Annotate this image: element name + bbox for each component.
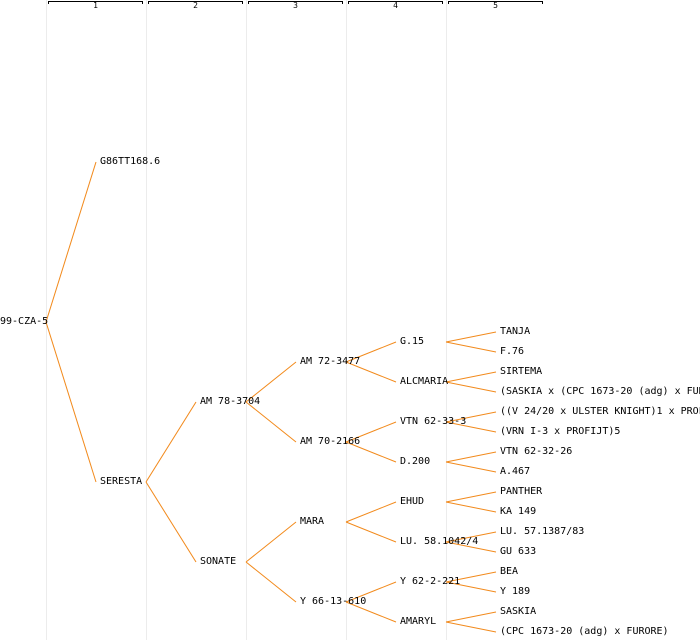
- gen4-node[interactable]: D.200: [400, 456, 431, 467]
- gen5-node[interactable]: (SASKIA x (CPC 1673-20 (adg) x FUROR: [500, 386, 700, 397]
- gen5-node[interactable]: F.76: [500, 346, 525, 357]
- edge: [45, 161, 97, 323]
- gen5-node[interactable]: GU 633: [500, 546, 537, 557]
- gen1-dam[interactable]: SERESTA: [100, 476, 143, 487]
- column-number: 5: [493, 1, 498, 10]
- column-divider: [246, 0, 247, 640]
- edge: [445, 501, 497, 513]
- edge: [145, 401, 197, 483]
- edge: [345, 581, 397, 603]
- gen4-node[interactable]: EHUD: [400, 496, 425, 507]
- column-number: 2: [193, 1, 198, 10]
- gen4-node[interactable]: ALCMARIA: [400, 376, 449, 387]
- edge: [445, 541, 497, 553]
- gen3-node[interactable]: AM 72-3477: [300, 356, 361, 367]
- edge: [445, 421, 497, 433]
- column-number: 1: [93, 1, 98, 10]
- edge: [345, 501, 397, 523]
- gen5-node[interactable]: KA 149: [500, 506, 537, 517]
- gen3-node[interactable]: MARA: [300, 516, 325, 527]
- edge: [445, 621, 497, 633]
- column-number: 3: [293, 1, 298, 10]
- edge: [445, 451, 497, 463]
- edge: [345, 441, 397, 463]
- edge: [145, 481, 197, 563]
- edge: [345, 421, 397, 443]
- edge: [445, 571, 497, 583]
- gen4-node[interactable]: LU. 58.1042/4: [400, 536, 479, 547]
- edge: [445, 531, 497, 543]
- gen5-node[interactable]: ((V 24/20 x ULSTER KNIGHT)1 x PROF: [500, 406, 700, 417]
- gen5-node[interactable]: (VRN I-3 x PROFIJT)5: [500, 426, 621, 437]
- gen4-node[interactable]: G.15: [400, 336, 425, 347]
- edge: [445, 341, 497, 353]
- column-header-4: 4: [348, 0, 443, 10]
- gen5-node[interactable]: A.467: [500, 466, 531, 477]
- gen5-node[interactable]: Y 189: [500, 586, 531, 597]
- column-divider: [446, 0, 447, 640]
- edge: [445, 381, 497, 393]
- edge: [45, 321, 97, 483]
- column-header-5: 5: [448, 0, 543, 10]
- gen5-node[interactable]: SASKIA: [500, 606, 537, 617]
- edge: [445, 411, 497, 423]
- gen3-node[interactable]: Y 66-13-610: [300, 596, 367, 607]
- gen3-node[interactable]: AM 70-2166: [300, 436, 361, 447]
- gen4-node[interactable]: AMARYL: [400, 616, 437, 627]
- gen5-node[interactable]: PANTHER: [500, 486, 543, 497]
- column-divider: [346, 0, 347, 640]
- gen5-node[interactable]: (CPC 1673-20 (adg) x FURORE): [500, 626, 669, 637]
- edge: [345, 361, 397, 383]
- gen4-node[interactable]: VTN 62-33-3: [400, 416, 467, 427]
- gen5-node[interactable]: LU. 57.1387/83: [500, 526, 585, 537]
- column-header-3: 3: [248, 0, 343, 10]
- edge: [445, 461, 497, 473]
- column-header-1: 1: [48, 0, 143, 10]
- edge: [345, 601, 397, 623]
- gen2-node[interactable]: AM 78-3704: [200, 396, 261, 407]
- column-number: 4: [393, 1, 398, 10]
- edge: [245, 401, 297, 443]
- edge: [445, 581, 497, 593]
- gen2-node[interactable]: SONATE: [200, 556, 237, 567]
- edge: [245, 521, 297, 563]
- gen5-node[interactable]: SIRTEMA: [500, 366, 543, 377]
- edge: [445, 491, 497, 503]
- edge: [345, 341, 397, 363]
- edge: [345, 521, 397, 543]
- edge: [445, 331, 497, 343]
- gen1-sire[interactable]: G86TT168.6: [100, 156, 161, 167]
- gen4-node[interactable]: Y 62-2-221: [400, 576, 461, 587]
- gen5-node[interactable]: TANJA: [500, 326, 531, 337]
- edge: [245, 361, 297, 403]
- gen5-node[interactable]: BEA: [500, 566, 519, 577]
- edge: [445, 611, 497, 623]
- edge: [245, 561, 297, 603]
- gen5-node[interactable]: VTN 62-32-26: [500, 446, 573, 457]
- edge: [445, 371, 497, 383]
- column-header-2: 2: [148, 0, 243, 10]
- column-divider: [146, 0, 147, 640]
- root-animal[interactable]: 99-CZA-5: [0, 316, 49, 327]
